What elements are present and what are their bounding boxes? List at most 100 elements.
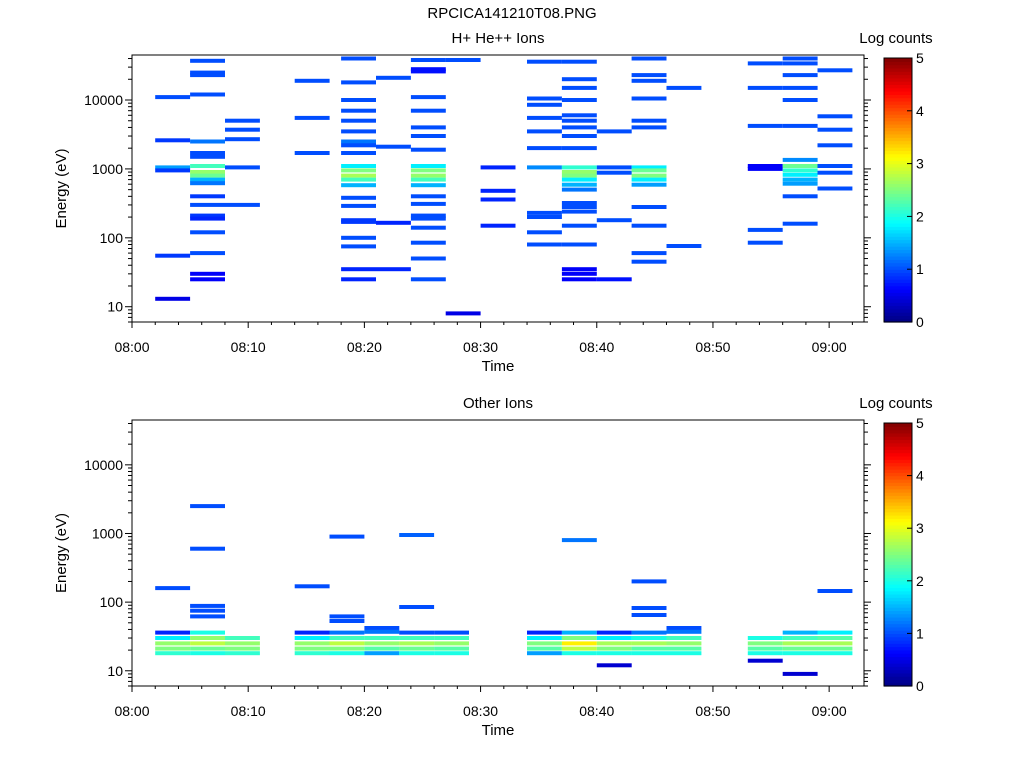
heatmap-cell (225, 137, 260, 142)
heatmap-cell (341, 267, 376, 272)
colorbar-tick-label: 1 (916, 625, 924, 641)
heatmap-cell (631, 205, 667, 209)
heatmap-cell (527, 165, 562, 170)
colorbar-segment (884, 541, 912, 546)
colorbar-segment (884, 216, 912, 221)
colorbar-segment (884, 505, 912, 510)
colorbar-segment (884, 64, 912, 69)
colorbar-segment (884, 653, 912, 658)
heatmap-cell (190, 646, 225, 651)
colorbar-segment (884, 646, 912, 651)
heatmap-cell (596, 129, 632, 134)
heatmap-cell (666, 85, 702, 90)
colorbar-segment (884, 528, 912, 533)
colorbar-segment (884, 229, 912, 234)
colorbar-segment (884, 436, 912, 441)
heatmap-cell (561, 77, 597, 82)
heatmap-cell (561, 205, 597, 209)
x-tick-label: 08:20 (347, 339, 382, 355)
colorbar-segment (884, 564, 912, 569)
colorbar-segment (884, 295, 912, 300)
heatmap-cell (631, 182, 667, 187)
heatmap-cell (561, 209, 597, 214)
colorbar-segment (884, 223, 912, 227)
heatmap-cell (294, 651, 330, 656)
colorbar-segment (884, 465, 912, 470)
colorbar-segment (884, 620, 912, 625)
heatmap-cell (782, 651, 818, 656)
x-tick-label: 08:10 (231, 703, 266, 719)
colorbar-tick-label: 0 (916, 678, 924, 694)
heatmap-cell (155, 646, 191, 651)
heatmap-cell (190, 154, 225, 159)
x-tick-label: 08:50 (695, 339, 730, 355)
heatmap-cell (399, 646, 435, 651)
heatmap-cell (341, 151, 376, 155)
colorbar-segment (884, 649, 912, 654)
heatmap-cell (782, 172, 818, 177)
x-tick-label: 08:50 (695, 703, 730, 719)
colorbar-segment (884, 518, 912, 523)
colorbar-segment (884, 127, 912, 132)
heatmap-cell (410, 201, 446, 206)
heatmap-cell (341, 164, 376, 168)
colorbar-segment (884, 475, 912, 480)
heatmap-cell (561, 651, 597, 656)
heatmap-cell (410, 256, 446, 261)
heatmap-cell (782, 164, 818, 168)
heatmap-cell (631, 259, 667, 264)
colorbar-segment (884, 613, 912, 618)
panel-title: H+ He++ Ions (452, 30, 545, 47)
colorbar-segment (884, 639, 912, 644)
heatmap-cell (190, 277, 225, 282)
heatmap-cell (527, 129, 562, 134)
y-tick-label: 100 (100, 230, 124, 246)
heatmap-cell (561, 646, 597, 651)
heatmap-cell (410, 168, 446, 173)
heatmap-cell (561, 134, 597, 138)
colorbar-segment (884, 472, 912, 477)
colorbar-segment (884, 511, 912, 516)
colorbar-segment (884, 302, 912, 307)
colorbar-segment (884, 426, 912, 431)
colorbar-segment (884, 269, 912, 274)
heatmap-cell (817, 646, 853, 651)
colorbar-segment (884, 153, 912, 158)
heatmap-cell (747, 227, 783, 232)
colorbar-label: Log counts (859, 395, 932, 412)
colorbar-segment (884, 282, 912, 287)
colorbar-segment (884, 318, 912, 323)
colorbar-segment (884, 312, 912, 316)
heatmap-cell (190, 181, 225, 186)
colorbar-segment (884, 439, 912, 444)
heatmap-cell (155, 651, 191, 656)
colorbar-segment (884, 469, 912, 473)
heatmap-cell (561, 118, 597, 123)
heatmap-cell (631, 56, 667, 61)
heatmap-cell (782, 671, 818, 676)
heatmap-cell (561, 170, 597, 174)
heatmap-cell (561, 182, 597, 187)
colorbar-segment (884, 259, 912, 264)
y-tick-label: 1000 (92, 161, 123, 177)
colorbar-segment (884, 114, 912, 118)
heatmap-cell (817, 114, 853, 119)
heatmap-cell (631, 125, 667, 130)
x-tick-label: 08:40 (579, 339, 614, 355)
colorbar-segment (884, 623, 912, 628)
colorbar-segment (884, 633, 912, 638)
heatmap-cell (294, 636, 330, 640)
heatmap-cell (527, 651, 562, 656)
heatmap-cell (341, 129, 376, 134)
heatmap-cell (364, 646, 400, 651)
colorbar-segment (884, 140, 912, 145)
plot-area (132, 420, 864, 686)
colorbar-segment (884, 246, 912, 250)
heatmap-cell (399, 533, 435, 537)
colorbar-segment (884, 71, 912, 76)
colorbar-segment (884, 551, 912, 556)
colorbar-segment (884, 603, 912, 608)
colorbar-segment (884, 515, 912, 519)
heatmap-cell (631, 636, 667, 640)
